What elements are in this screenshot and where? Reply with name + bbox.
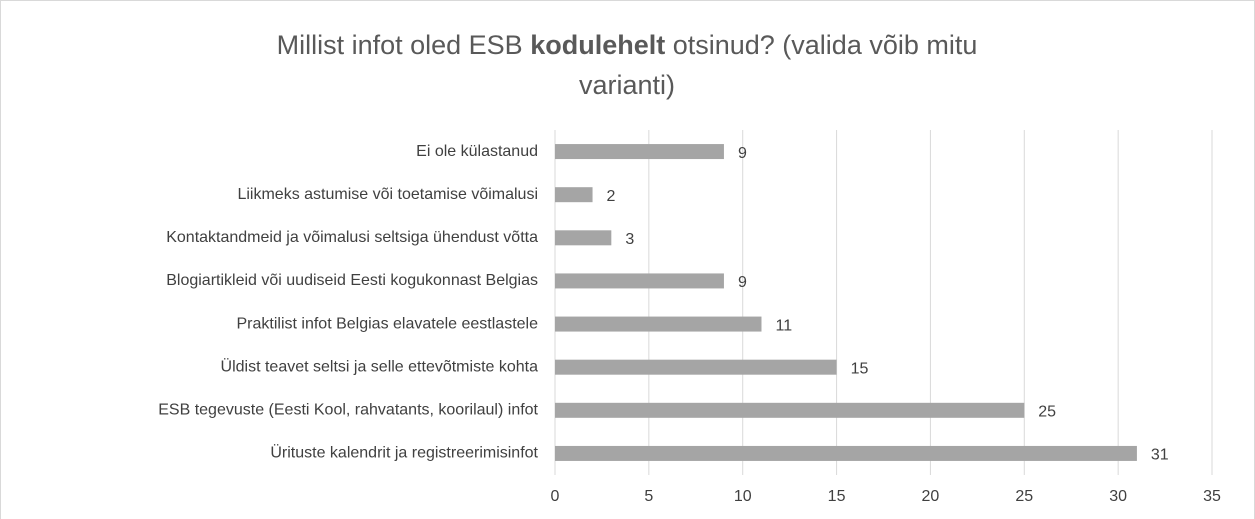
x-tick-label: 35 [1203, 488, 1221, 505]
y-tick-label: Praktilist infot Belgias elavatele eestl… [237, 315, 539, 332]
data-label: 3 [625, 231, 634, 248]
data-label: 9 [738, 145, 747, 162]
y-tick-label: Liikmeks astumise või toetamise võimalus… [237, 186, 538, 203]
y-tick-label: Üldist teavet seltsi ja selle ettevõtmis… [221, 357, 539, 375]
data-label: 25 [1038, 404, 1056, 421]
data-label: 31 [1151, 447, 1169, 464]
data-label: 11 [775, 317, 792, 334]
bar [555, 359, 837, 375]
x-tick-label: 10 [734, 488, 752, 505]
y-tick-label: Ürituste kalendrit ja registreerimisinfo… [270, 444, 538, 462]
x-tick-label: 30 [1109, 488, 1127, 505]
data-label: 2 [607, 188, 616, 205]
title-segment: kodulehelt [530, 30, 665, 60]
x-tick-label: 20 [922, 488, 940, 505]
title-segment: Millist infot oled ESB [277, 30, 531, 60]
title-segment: otsinud? (valida võib mitu [665, 30, 977, 60]
data-label: 15 [851, 360, 869, 377]
chart-title: Millist infot oled ESB kodulehelt otsinu… [277, 30, 978, 60]
y-tick-label: Blogiartikleid või uudiseid Eesti koguko… [166, 272, 538, 289]
x-tick-label: 15 [828, 488, 846, 505]
y-tick-label: Kontaktandmeid ja võimalusi seltsiga ühe… [166, 229, 538, 246]
bar [555, 273, 724, 289]
y-tick-label: ESB tegevuste (Eesti Kool, rahvatants, k… [158, 402, 538, 419]
x-tick-label: 5 [644, 488, 653, 505]
title-segment: varianti) [579, 70, 675, 100]
x-tick-label: 25 [1015, 488, 1033, 505]
y-tick-label: Ei ole külastanud [416, 143, 538, 160]
bar [555, 316, 762, 332]
bar [555, 402, 1025, 418]
data-label: 9 [738, 274, 747, 291]
bar [555, 144, 724, 160]
bar [555, 187, 593, 203]
bar [555, 445, 1137, 461]
x-tick-label: 0 [551, 488, 560, 505]
bar [555, 230, 612, 246]
chart-title: varianti) [579, 70, 675, 100]
